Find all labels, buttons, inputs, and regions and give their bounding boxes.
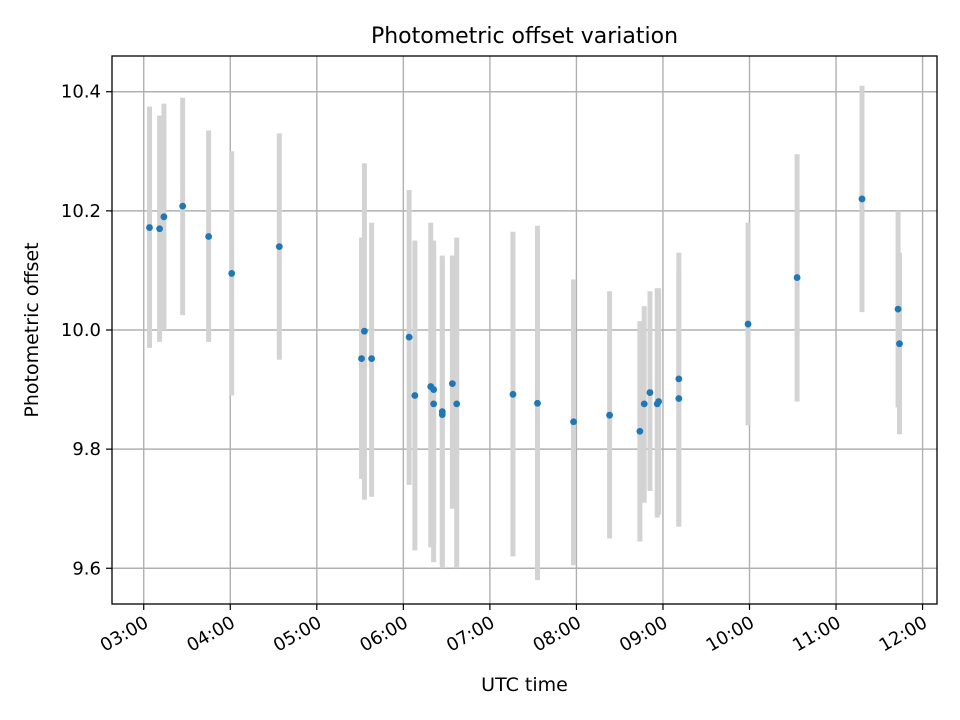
- y-tick-label: 10.4: [61, 82, 101, 103]
- data-point: [793, 274, 801, 281]
- data-point: [448, 380, 456, 388]
- data-point: [509, 390, 517, 398]
- x-axis-label: UTC time: [481, 674, 568, 696]
- data-point: [858, 195, 866, 203]
- data-point: [275, 243, 283, 251]
- data-point: [160, 213, 168, 221]
- y-tick-label: 9.6: [72, 558, 101, 579]
- grid-lines: [112, 56, 937, 604]
- data-point: [146, 224, 153, 231]
- data-point: [358, 355, 365, 362]
- data-point: [640, 400, 648, 408]
- data-point: [453, 400, 461, 408]
- data-point: [368, 355, 376, 362]
- y-tick-label: 10.0: [61, 320, 101, 341]
- data-point: [570, 418, 577, 426]
- data-points: [146, 195, 903, 435]
- data-point: [675, 375, 683, 383]
- data-point: [361, 327, 368, 335]
- y-tick-label: 10.2: [61, 201, 101, 222]
- data-point: [636, 427, 644, 435]
- data-point: [534, 399, 541, 407]
- data-point: [156, 225, 163, 233]
- data-point: [430, 400, 438, 408]
- data-point: [894, 305, 902, 313]
- y-tick-label: 9.8: [72, 439, 101, 460]
- data-point: [411, 392, 419, 399]
- data-point: [655, 398, 663, 405]
- data-point: [744, 320, 752, 328]
- y-axis-label: Photometric offset: [21, 242, 43, 417]
- data-point: [430, 386, 438, 393]
- data-point: [438, 408, 446, 416]
- y-axis-ticks: 9.6 9.8 10.0 10.2 10.4: [61, 82, 112, 579]
- data-point: [606, 411, 613, 419]
- data-point: [205, 233, 213, 240]
- chart-title: Photometric offset variation: [371, 24, 678, 49]
- data-point: [228, 270, 236, 277]
- data-point: [675, 395, 683, 402]
- data-point: [405, 333, 413, 341]
- data-point: [179, 202, 187, 210]
- data-point: [896, 340, 903, 348]
- data-point: [646, 389, 654, 396]
